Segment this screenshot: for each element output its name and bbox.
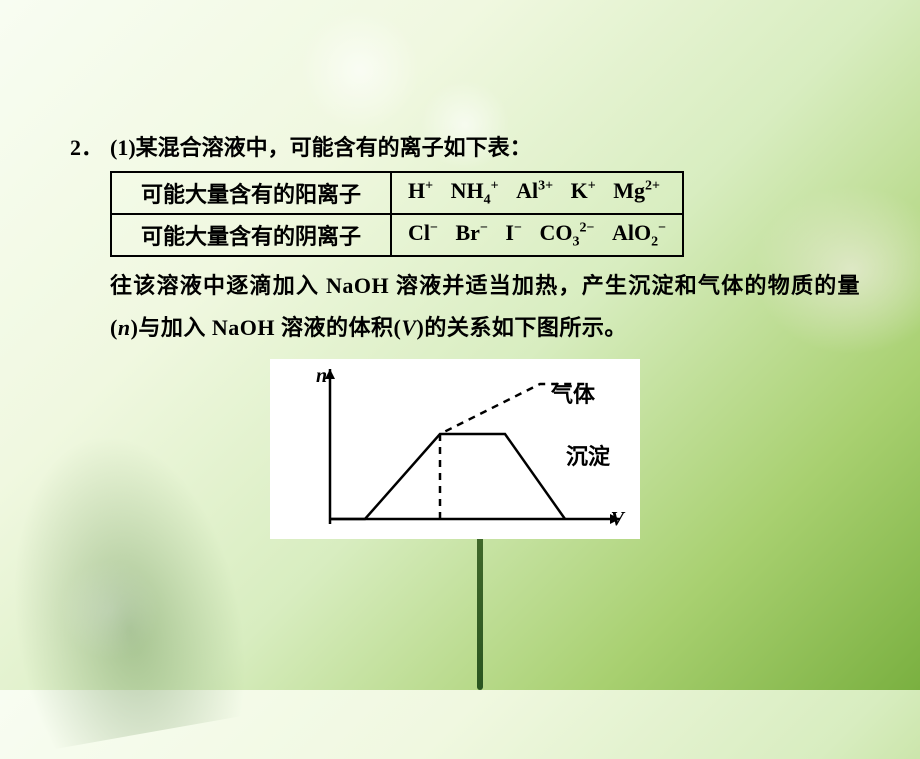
ion-table: 可能大量含有的阳离子 H+ NH4+ Al3+ K+ Mg2+ 可能大量含有的阴… — [110, 171, 684, 257]
question-intro: 2．(1)某混合溶液中，可能含有的离子如下表： — [70, 130, 860, 165]
ion-h: H+ — [408, 178, 433, 204]
table-row: 可能大量含有的阳离子 H+ NH4+ Al3+ K+ Mg2+ — [111, 172, 683, 214]
ion-table-wrap: 可能大量含有的阳离子 H+ NH4+ Al3+ K+ Mg2+ 可能大量含有的阴… — [110, 171, 860, 257]
chart: n V 气体 沉淀 — [270, 359, 640, 539]
paragraph: 往该溶液中逐滴加入 NaOH 溶液并适当加热，产生沉淀和气体的物质的量(n)与加… — [110, 265, 860, 349]
anion-list: Cl− Br− I− CO32− AlO2− — [391, 214, 683, 256]
y-axis-label: n — [316, 365, 327, 388]
para-seg3: )的关系如下图所示。 — [417, 315, 627, 340]
table-row: 可能大量含有的阴离子 Cl− Br− I− CO32− AlO2− — [111, 214, 683, 256]
var-v: V — [401, 315, 416, 340]
ion-mg: Mg2+ — [613, 178, 660, 204]
ion-al: Al3+ — [516, 178, 553, 204]
ion-i: I− — [505, 220, 522, 246]
anion-row-label: 可能大量含有的阴离子 — [111, 214, 391, 256]
cation-list: H+ NH4+ Al3+ K+ Mg2+ — [391, 172, 683, 214]
var-n: n — [118, 315, 131, 340]
gas-label: 气体 — [551, 377, 595, 409]
x-axis-label: V — [611, 508, 624, 531]
question-number: 2． — [70, 130, 110, 165]
precipitate-label: 沉淀 — [566, 439, 610, 471]
ion-co3: CO32− — [539, 220, 594, 250]
ion-alo2: AlO2− — [612, 220, 666, 250]
bokeh-decor — [300, 10, 420, 130]
part-label: (1) — [110, 135, 136, 160]
ion-br: Br− — [455, 220, 487, 246]
ion-k: K+ — [571, 178, 596, 204]
precipitate-line — [330, 434, 565, 519]
ion-nh4: NH4+ — [451, 178, 499, 208]
bokeh-decor — [60, 560, 160, 660]
intro-text: 某混合溶液中，可能含有的离子如下表： — [136, 135, 532, 160]
ion-cl: Cl− — [408, 220, 438, 246]
para-seg2: )与加入 NaOH 溶液的体积( — [131, 315, 402, 340]
slide-content: 2．(1)某混合溶液中，可能含有的离子如下表： 可能大量含有的阳离子 H+ NH… — [70, 130, 860, 539]
cation-row-label: 可能大量含有的阳离子 — [111, 172, 391, 214]
